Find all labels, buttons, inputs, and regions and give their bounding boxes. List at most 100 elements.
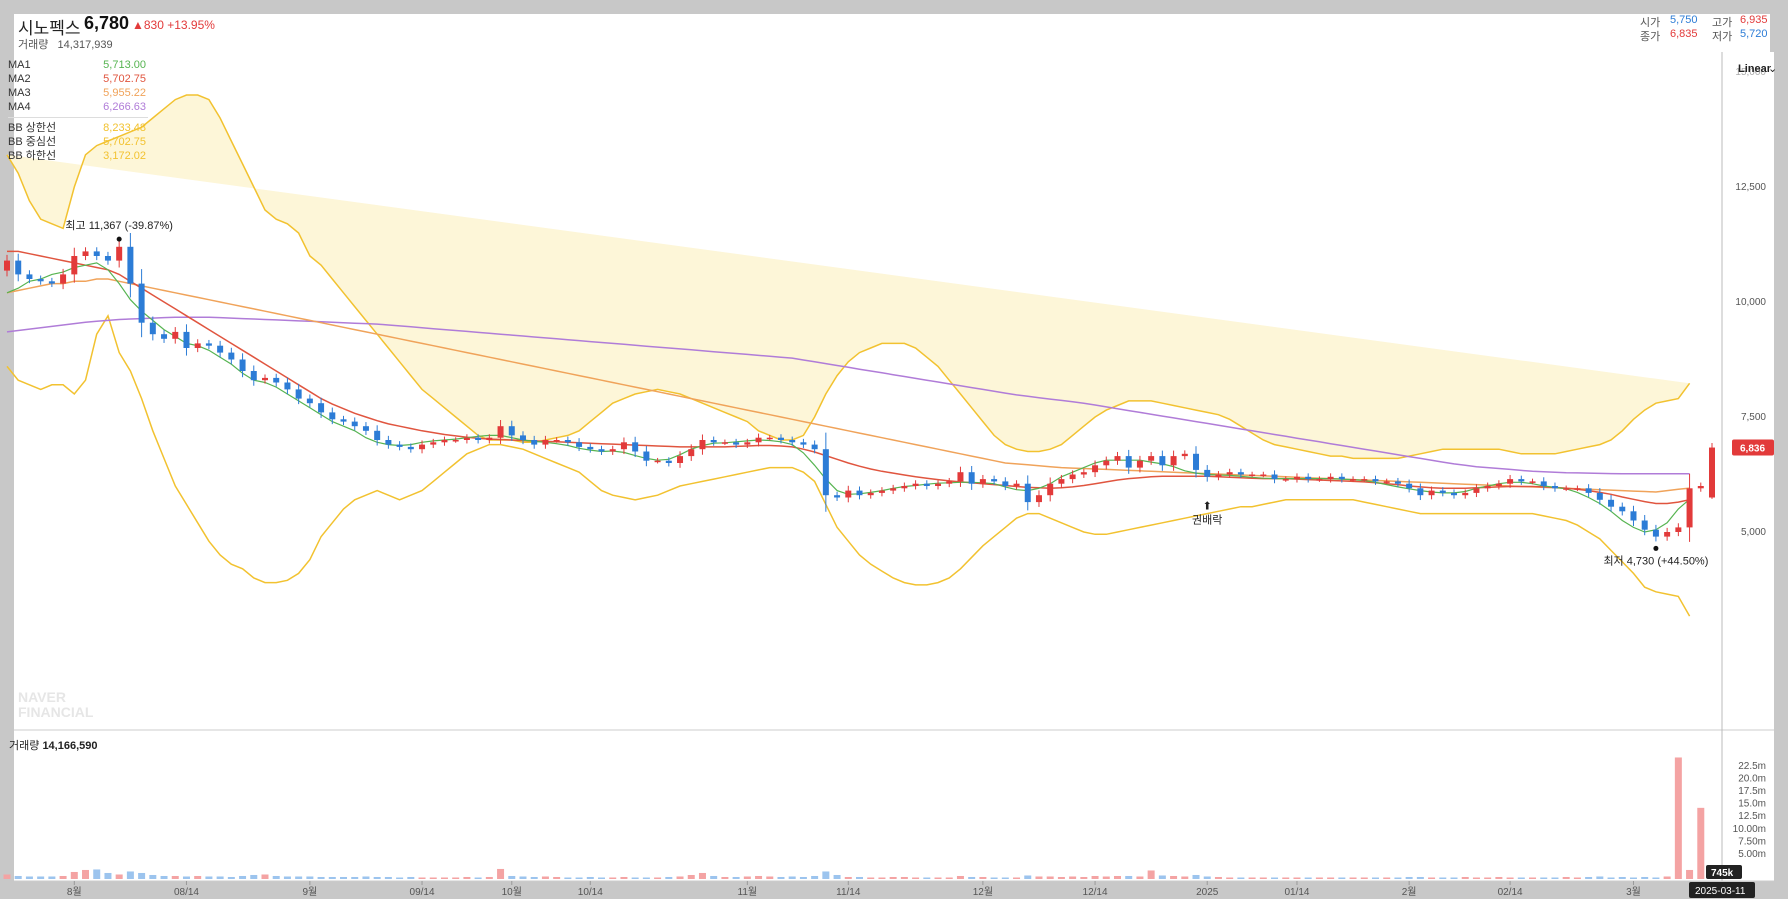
- candle: [598, 445, 605, 455]
- volume-bar: [93, 869, 101, 879]
- volume-bar: [70, 871, 78, 879]
- candle: [1148, 451, 1155, 465]
- candle: [228, 347, 235, 365]
- candle: [1529, 478, 1536, 485]
- volume-bar: [788, 876, 796, 879]
- x-tick-label: 8월: [67, 886, 82, 898]
- candle: [1271, 470, 1278, 484]
- watermark-financial: FINANCIAL: [18, 704, 94, 720]
- stock-name: 시노펙스: [18, 19, 81, 38]
- volume-bar: [48, 876, 56, 879]
- candle: [834, 491, 841, 501]
- candle: [789, 436, 796, 446]
- volume-bar: [317, 876, 325, 879]
- volume-bar: [82, 869, 90, 879]
- volume-bar: [3, 874, 11, 879]
- volume-bar: [1282, 877, 1290, 879]
- volume-bar: [631, 877, 639, 879]
- candle: [239, 353, 246, 378]
- candle: [1652, 524, 1659, 542]
- candle: [688, 444, 695, 461]
- volume-bar: [1405, 876, 1413, 879]
- volume-bar: [1214, 876, 1222, 879]
- candle: [890, 484, 897, 495]
- volume-bar: [1394, 877, 1402, 879]
- volume-bar: [799, 876, 807, 879]
- candle: [867, 489, 874, 499]
- candle: [1641, 514, 1648, 536]
- volume-bar: [1304, 877, 1312, 879]
- bollinger-band-area: [7, 95, 1690, 459]
- candle: [755, 433, 762, 447]
- volume-bar: [867, 877, 875, 879]
- volume-bar: [1428, 877, 1436, 879]
- volume-bar: [171, 875, 179, 879]
- candle: [161, 330, 168, 343]
- volume-bar: [732, 876, 740, 879]
- candle: [205, 339, 212, 350]
- legend-label: BB 중심선: [8, 136, 57, 148]
- current-volume-tag: 745k: [1706, 865, 1742, 879]
- x-tick-label: 11/14: [836, 887, 861, 898]
- volume-bar: [37, 876, 45, 879]
- candle: [149, 316, 156, 341]
- candle: [1439, 487, 1446, 497]
- volume-bar: [328, 876, 336, 879]
- scale-button[interactable]: Linear ⌄: [1738, 63, 1777, 75]
- candle: [912, 480, 919, 490]
- candle: [777, 434, 784, 444]
- volume-bar: [1383, 877, 1391, 879]
- candle: [1697, 482, 1704, 492]
- volume-tick-label: 17.5m: [1738, 786, 1766, 797]
- candle: [1675, 523, 1682, 537]
- volume-bar: [1663, 876, 1671, 879]
- volume-bar: [1573, 877, 1581, 879]
- x-tick-label: 2월: [1402, 886, 1417, 898]
- legend-value: 6,266.63: [103, 101, 146, 113]
- volume-bar: [564, 877, 572, 879]
- candle: [1193, 446, 1200, 478]
- candle: [37, 275, 44, 285]
- low-label: 저가: [1712, 31, 1733, 43]
- candle: [1709, 442, 1715, 499]
- volume-bar: [1057, 876, 1065, 879]
- volume-bar: [654, 877, 662, 879]
- volume-bar: [250, 874, 258, 879]
- volume-bar: [1203, 876, 1211, 879]
- price-change: ▲830 +13.95%: [132, 18, 215, 32]
- volume-bar: [1338, 877, 1346, 879]
- volume-bar: [149, 874, 157, 879]
- candle: [1394, 477, 1401, 488]
- candle: [856, 486, 863, 500]
- volume-bar: [710, 875, 718, 879]
- volume-bar: [205, 876, 213, 879]
- volume-bar: [598, 877, 606, 879]
- legend-label: BB 하한선: [8, 150, 57, 162]
- candle: [104, 251, 111, 265]
- candle: [1630, 505, 1637, 527]
- volume-bar: [272, 875, 280, 879]
- candle: [643, 445, 650, 467]
- svg-text:6,836: 6,836: [1740, 444, 1765, 455]
- volume-bar: [676, 876, 684, 879]
- volume-bar: [362, 876, 370, 879]
- volume-bar: [115, 874, 123, 879]
- candle: [452, 437, 459, 443]
- volume-bar: [1540, 877, 1548, 879]
- candle: [979, 474, 986, 488]
- candle: [620, 437, 627, 455]
- volume-bar: [755, 875, 763, 879]
- candle: [733, 438, 740, 449]
- candle: [946, 477, 953, 488]
- volume-bar: [1439, 877, 1447, 879]
- volume-bar: [373, 876, 381, 879]
- volume-bar: [1226, 877, 1234, 879]
- volume-bar: [553, 876, 561, 879]
- volume-bar: [1091, 875, 1099, 879]
- candle: [744, 438, 751, 449]
- volume-tick-label: 22.5m: [1738, 761, 1766, 772]
- legend-value: 5,702.75: [103, 136, 146, 148]
- volume-bar: [1472, 877, 1480, 879]
- candle: [1417, 483, 1424, 501]
